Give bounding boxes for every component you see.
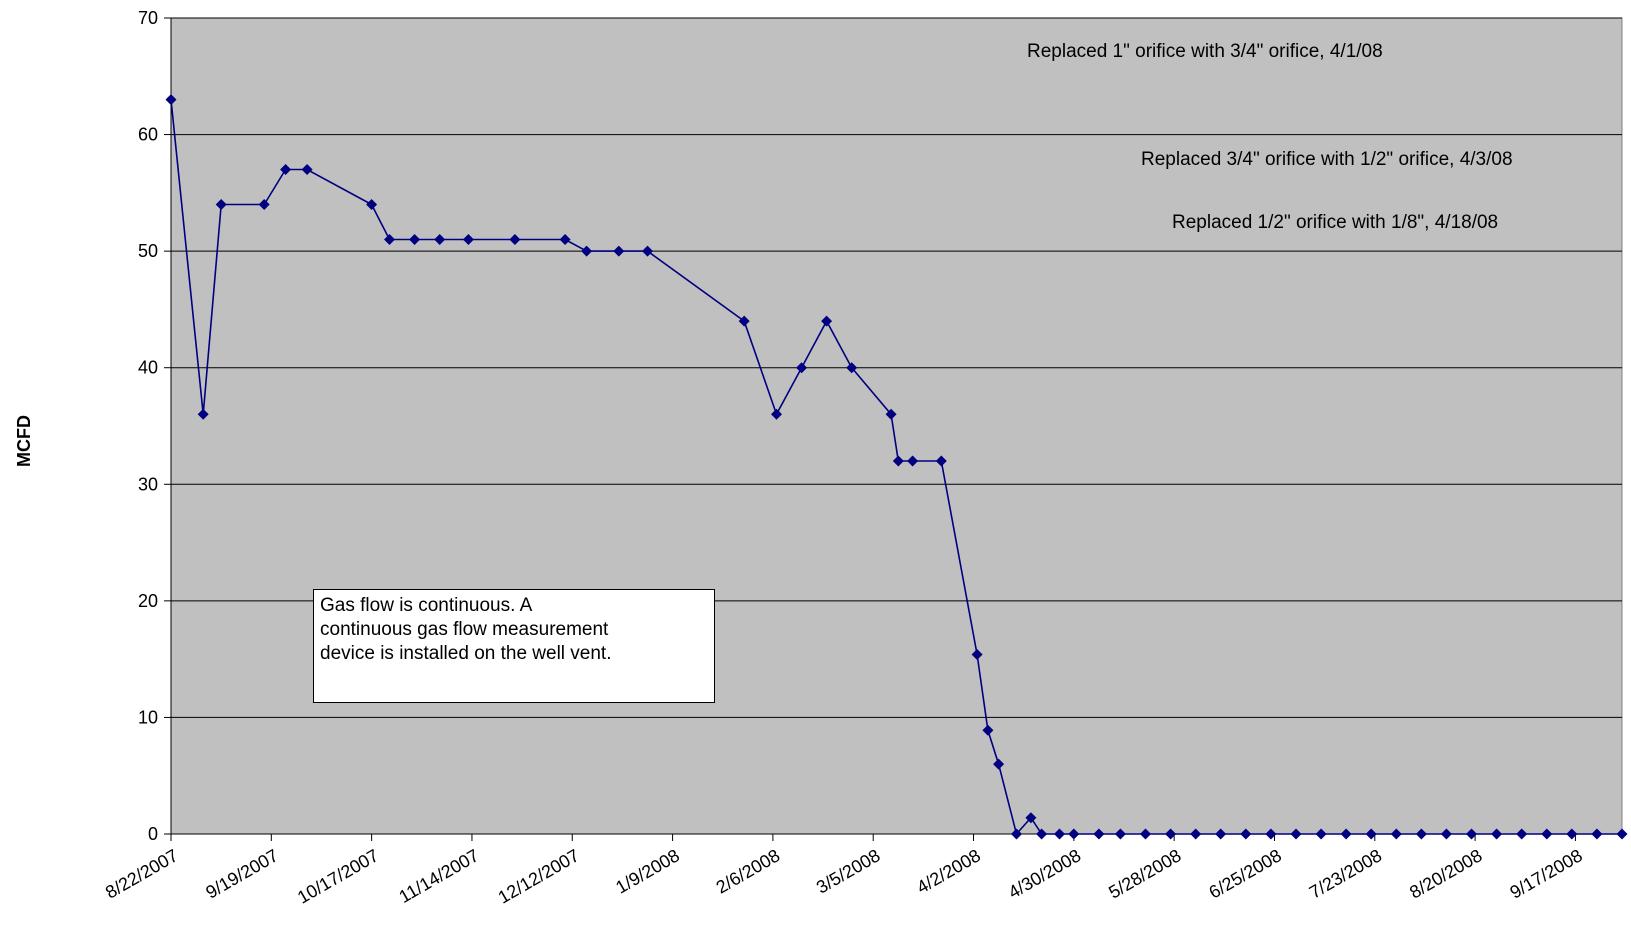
data-point [301,164,313,175]
data-point [581,245,593,257]
data-point [1616,828,1628,840]
x-tick-label: 4/30/2008 [1005,845,1084,902]
data-point [613,245,625,257]
y-tick-label: 70 [138,8,158,28]
data-point [258,199,270,210]
data-point [1068,828,1080,840]
data-point [821,315,833,327]
annotation-orifice-change-2: Replaced 3/4" orifice with 1/2" orifice,… [1141,149,1513,170]
data-point [1390,828,1402,840]
y-tick-label: 60 [138,125,158,145]
data-point [846,362,858,374]
data-point [1415,828,1427,840]
data-point [434,234,446,245]
y-tick-labels: 0 10 20 30 40 50 60 70 [138,8,158,844]
data-point [1215,828,1227,840]
data-point [1011,828,1022,840]
data-point [642,245,653,257]
data-point [215,199,227,210]
annotation-orifice-change-3: Replaced 1/2" orifice with 1/8", 4/18/08 [1172,212,1498,233]
data-point [1093,828,1105,840]
gas-flow-note-box: Gas flow is continuous. A continuous gas… [313,589,715,703]
x-tick-label: 6/25/2008 [1206,845,1285,902]
x-tick-label: 3/5/2008 [813,845,884,897]
data-point [1036,828,1048,840]
y-tick-label: 0 [148,824,158,844]
y-tick-label: 10 [138,707,158,727]
x-tick-label: 8/22/2007 [102,845,181,902]
x-tick-label: 7/23/2008 [1306,845,1385,902]
x-tick-label: 11/14/2007 [395,845,482,907]
data-point [559,234,571,245]
x-tick-label: 12/12/2007 [495,845,583,907]
x-tick-label: 8/20/2008 [1406,845,1485,902]
data-point [1466,828,1477,840]
x-tick-labels: 8/22/2007 9/19/2007 10/17/2007 11/14/2007 12… [102,845,1586,907]
data-point [1315,828,1327,840]
data-point [1566,828,1578,840]
data-point [1114,828,1126,840]
plot-area [170,17,1623,835]
x-tick-label: 5/28/2008 [1105,845,1184,902]
data-point [509,234,521,245]
data-point [1516,828,1528,840]
data-point [462,234,474,245]
data-point [892,455,904,467]
data-point [1165,828,1177,840]
data-point [982,724,994,736]
data-point [1541,828,1553,840]
data-point [384,234,395,245]
data-point [885,408,897,420]
y-tick-label: 40 [138,358,158,378]
data-point [971,649,983,660]
data-point [1265,828,1277,840]
data-point [197,408,209,420]
data-point [1365,828,1377,840]
y-tick-label: 20 [138,591,158,611]
x-tick-label: 9/19/2007 [202,845,281,902]
data-point [1290,828,1302,840]
data-point [1190,828,1202,840]
data-point [907,455,919,467]
data-point [280,164,292,175]
y-axis-title: MCFD [14,415,34,467]
data-point [738,315,750,327]
data-point [1025,812,1037,824]
data-point [1240,828,1252,840]
x-tick-label: 9/17/2008 [1506,845,1585,902]
data-point [1440,828,1452,840]
data-point [1054,828,1065,840]
x-tick-label: 4/2/2008 [913,845,984,897]
data-point [1340,828,1352,840]
data-point [771,408,782,420]
annotation-orifice-change-1: Replaced 1" orifice with 3/4" orifice, 4… [1027,41,1383,62]
data-point [1591,828,1603,840]
data-point [993,758,1005,770]
data-point [409,234,421,245]
data-point [796,362,808,374]
data-point [935,455,947,467]
data-point [366,199,378,210]
y-tick-label: 30 [138,474,158,494]
x-tick-label: 1/9/2008 [612,845,683,897]
data-point [1140,828,1151,840]
data-point [1491,828,1503,840]
data-point [165,94,177,106]
y-tick-label: 50 [138,241,158,261]
x-tick-label: 10/17/2007 [294,845,382,907]
x-tick-label: 2/6/2008 [713,845,784,897]
series-layer [165,94,1628,840]
